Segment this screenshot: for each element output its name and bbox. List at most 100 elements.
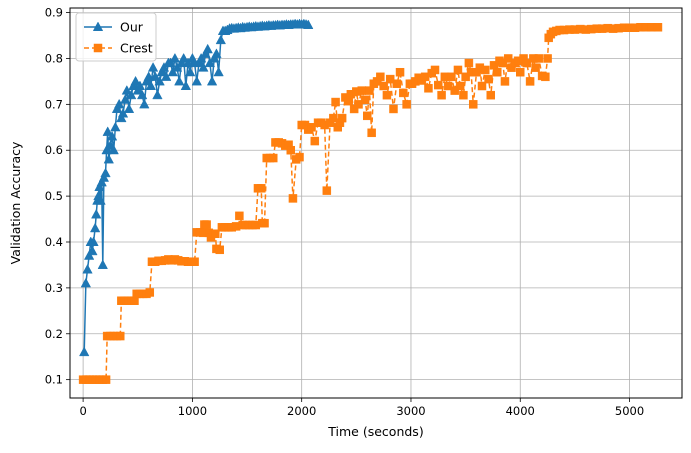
y-tick-label: 0.9	[45, 6, 63, 20]
data-point	[447, 72, 456, 82]
data-point	[349, 104, 359, 114]
data-point	[180, 80, 192, 90]
data-point	[543, 54, 552, 63]
data-point	[307, 123, 316, 132]
x-tick-label: 3000	[396, 404, 425, 418]
x-tick-label: 0	[79, 404, 86, 418]
data-point	[202, 43, 213, 54]
data-point	[108, 144, 119, 155]
data-point	[477, 81, 487, 91]
data-point	[303, 19, 314, 29]
data-point	[498, 58, 508, 68]
data-point	[453, 65, 463, 75]
data-point	[269, 153, 278, 163]
data-point	[310, 136, 320, 146]
data-point	[80, 277, 92, 288]
data-point	[145, 80, 157, 90]
data-point	[399, 88, 408, 98]
data-point	[430, 65, 440, 75]
data-point	[434, 80, 443, 90]
legend-label: Crest	[120, 41, 153, 56]
data-point	[357, 86, 367, 95]
legend-marker	[93, 43, 103, 53]
data-point	[481, 65, 490, 75]
series-crest	[78, 23, 663, 384]
data-point	[185, 66, 196, 77]
data-point	[459, 90, 468, 100]
data-point	[531, 63, 540, 72]
data-point	[484, 74, 493, 84]
data-point	[169, 52, 181, 63]
data-point	[211, 229, 220, 238]
data-point	[110, 121, 121, 132]
data-point	[143, 71, 154, 81]
data-point	[147, 62, 159, 72]
data-point	[329, 113, 338, 123]
data-point	[354, 100, 363, 109]
data-point	[322, 186, 332, 195]
data-point	[360, 95, 370, 105]
legend: Our Crest	[75, 12, 157, 62]
data-point	[191, 75, 202, 86]
data-point	[469, 100, 478, 109]
series-layer	[78, 18, 663, 384]
legend-marker	[92, 21, 104, 31]
data-point	[79, 346, 90, 357]
data-point	[493, 67, 502, 77]
data-point	[395, 67, 405, 77]
x-tick-label: 4000	[506, 404, 535, 418]
data-point	[525, 77, 535, 86]
data-point	[286, 145, 296, 155]
y-tick-label: 0.8	[45, 51, 63, 65]
data-point	[257, 184, 266, 193]
data-point	[424, 84, 433, 93]
y-tick-label: 0.3	[45, 281, 63, 295]
data-point	[101, 375, 111, 384]
data-point	[437, 90, 446, 100]
data-point	[130, 75, 141, 86]
data-point	[139, 98, 150, 109]
data-point	[116, 331, 125, 341]
data-point	[653, 23, 663, 32]
y-tick-label: 0.4	[45, 235, 63, 249]
legend-items: Our Crest	[84, 20, 153, 56]
series-our	[79, 18, 314, 357]
data-point	[365, 86, 374, 95]
y-axis-title: Validation Accuracy	[8, 141, 23, 264]
y-tick-label: 0.6	[45, 143, 63, 157]
x-axis-title: Time (seconds)	[327, 424, 423, 439]
data-point	[123, 103, 135, 113]
data-point	[331, 97, 340, 107]
data-point	[367, 128, 376, 138]
y-tick-label: 0.7	[45, 97, 63, 111]
data-point	[455, 81, 465, 91]
y-tick-label: 0.1	[45, 373, 63, 387]
data-point	[450, 86, 459, 95]
data-point	[295, 152, 304, 162]
grid-layer	[70, 8, 682, 398]
legend-label: Our	[120, 20, 144, 35]
data-point	[213, 66, 224, 77]
data-point	[100, 167, 111, 178]
data-point	[206, 75, 218, 86]
data-point	[82, 264, 93, 274]
x-tick-label: 5000	[615, 404, 644, 418]
data-point	[464, 58, 474, 68]
legend-item: Our	[84, 20, 144, 35]
data-point	[288, 194, 298, 203]
data-point	[89, 222, 101, 233]
data-point	[534, 54, 544, 63]
data-point	[97, 259, 108, 269]
data-point	[392, 79, 402, 88]
x-tick-label: 2000	[287, 404, 316, 418]
y-tick-label: 0.5	[45, 189, 63, 203]
data-point	[385, 74, 395, 84]
data-point	[106, 130, 118, 141]
data-point	[541, 72, 550, 82]
data-point	[337, 113, 347, 123]
data-point	[235, 211, 244, 221]
data-point	[379, 81, 388, 91]
data-point	[443, 81, 453, 91]
